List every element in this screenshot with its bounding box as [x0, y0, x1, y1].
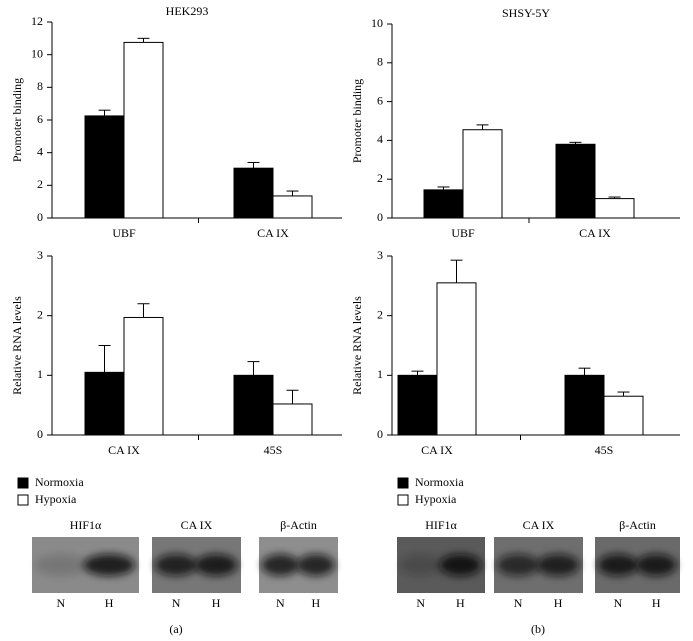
lane-label: H [554, 596, 563, 610]
bar [397, 374, 438, 436]
y-tick-label: 4 [37, 144, 43, 158]
lane-label: N [514, 596, 523, 610]
y-tick-label: 10 [371, 16, 383, 30]
x-tick-label: CA IX [257, 226, 289, 240]
y-tick-label: 6 [37, 112, 43, 126]
x-tick-label: 45S [264, 443, 283, 457]
panel-label: (a) [169, 622, 182, 636]
blot-label-bg [507, 518, 570, 534]
blot-band [35, 554, 87, 576]
y-tick-label: 3 [377, 248, 383, 262]
bar [555, 143, 596, 219]
blot-label: HIF1α [70, 518, 102, 532]
blot-band [536, 554, 580, 576]
x-tick-label: CA IX [579, 226, 611, 240]
bar [123, 41, 164, 219]
blot-label: β-Actin [280, 518, 317, 532]
blot-band [635, 554, 677, 576]
legend-label: Normoxia [35, 475, 84, 489]
lane-label: H [212, 596, 221, 610]
lane-label: H [105, 596, 114, 610]
y-tick-label: 0 [37, 427, 43, 441]
bar [233, 167, 274, 219]
y-tick-label: 3 [37, 248, 43, 262]
bar [272, 195, 313, 219]
y-axis-label: Relative RNA levels [350, 296, 364, 395]
y-axis-label: Promoter binding [10, 78, 24, 162]
bar [84, 371, 125, 436]
blot-label: β-Actin [619, 518, 656, 532]
blot-band [261, 554, 300, 576]
blot-label-bg [270, 518, 327, 534]
legend-swatch [397, 477, 409, 489]
chart-title: HEK293 [166, 4, 209, 18]
blot-label-bg [48, 518, 123, 534]
x-tick-label: UBF [451, 226, 475, 240]
bar [603, 395, 644, 436]
y-tick-label: 1 [37, 367, 43, 381]
blot-label: CA IX [181, 518, 213, 532]
blot-band [154, 554, 198, 576]
lane-label: H [312, 596, 321, 610]
bar [423, 189, 464, 219]
y-tick-label: 10 [31, 46, 43, 60]
x-tick-label: 45S [595, 443, 614, 457]
y-tick-label: 8 [37, 79, 43, 93]
bar [594, 198, 635, 219]
lane-label: H [456, 596, 465, 610]
y-tick-label: 1 [377, 367, 383, 381]
blot-band [296, 554, 335, 576]
legend-swatch [17, 494, 29, 506]
chart-title: SHSY-5Y [502, 6, 550, 20]
y-tick-label: 6 [377, 93, 383, 107]
legend-swatch [17, 477, 29, 489]
blot-band [83, 554, 135, 576]
bar [84, 115, 125, 219]
lane-label: N [57, 596, 66, 610]
bar [564, 374, 605, 436]
y-tick-label: 2 [37, 177, 43, 191]
y-tick-label: 4 [377, 132, 383, 146]
y-axis-label: Promoter binding [350, 79, 364, 163]
blot-label-bg [165, 518, 228, 534]
blot-label-bg [607, 518, 668, 534]
y-tick-label: 0 [377, 427, 383, 441]
y-tick-label: 2 [37, 307, 43, 321]
blot-label-bg [410, 518, 472, 534]
blot-band [399, 554, 442, 576]
legend-label: Hypoxia [35, 492, 77, 506]
y-axis-label: Relative RNA levels [10, 296, 24, 395]
panel-label: (b) [531, 622, 545, 636]
y-tick-label: 0 [37, 210, 43, 224]
lane-label: H [652, 596, 661, 610]
lane-label: N [172, 596, 181, 610]
lane-label: N [276, 596, 285, 610]
bar [233, 374, 274, 436]
y-tick-label: 0 [377, 210, 383, 224]
x-tick-label: CA IX [421, 443, 453, 457]
blot-label: CA IX [523, 518, 555, 532]
lane-label: N [416, 596, 425, 610]
y-tick-label: 12 [31, 14, 43, 28]
y-tick-label: 8 [377, 55, 383, 69]
bar [436, 282, 477, 436]
x-tick-label: CA IX [108, 443, 140, 457]
blot-label: HIF1α [425, 518, 457, 532]
legend-swatch [397, 494, 409, 506]
blot-band [194, 554, 238, 576]
blot-band [597, 554, 639, 576]
x-tick-label: UBF [112, 226, 136, 240]
bar [462, 129, 503, 219]
legend-label: Hypoxia [415, 492, 457, 506]
bar [272, 403, 313, 436]
y-tick-label: 2 [377, 307, 383, 321]
blot-band [439, 554, 482, 576]
bar [123, 316, 164, 436]
lane-label: N [614, 596, 623, 610]
blot-band [496, 554, 540, 576]
legend-label: Normoxia [415, 475, 464, 489]
y-tick-label: 2 [377, 171, 383, 185]
